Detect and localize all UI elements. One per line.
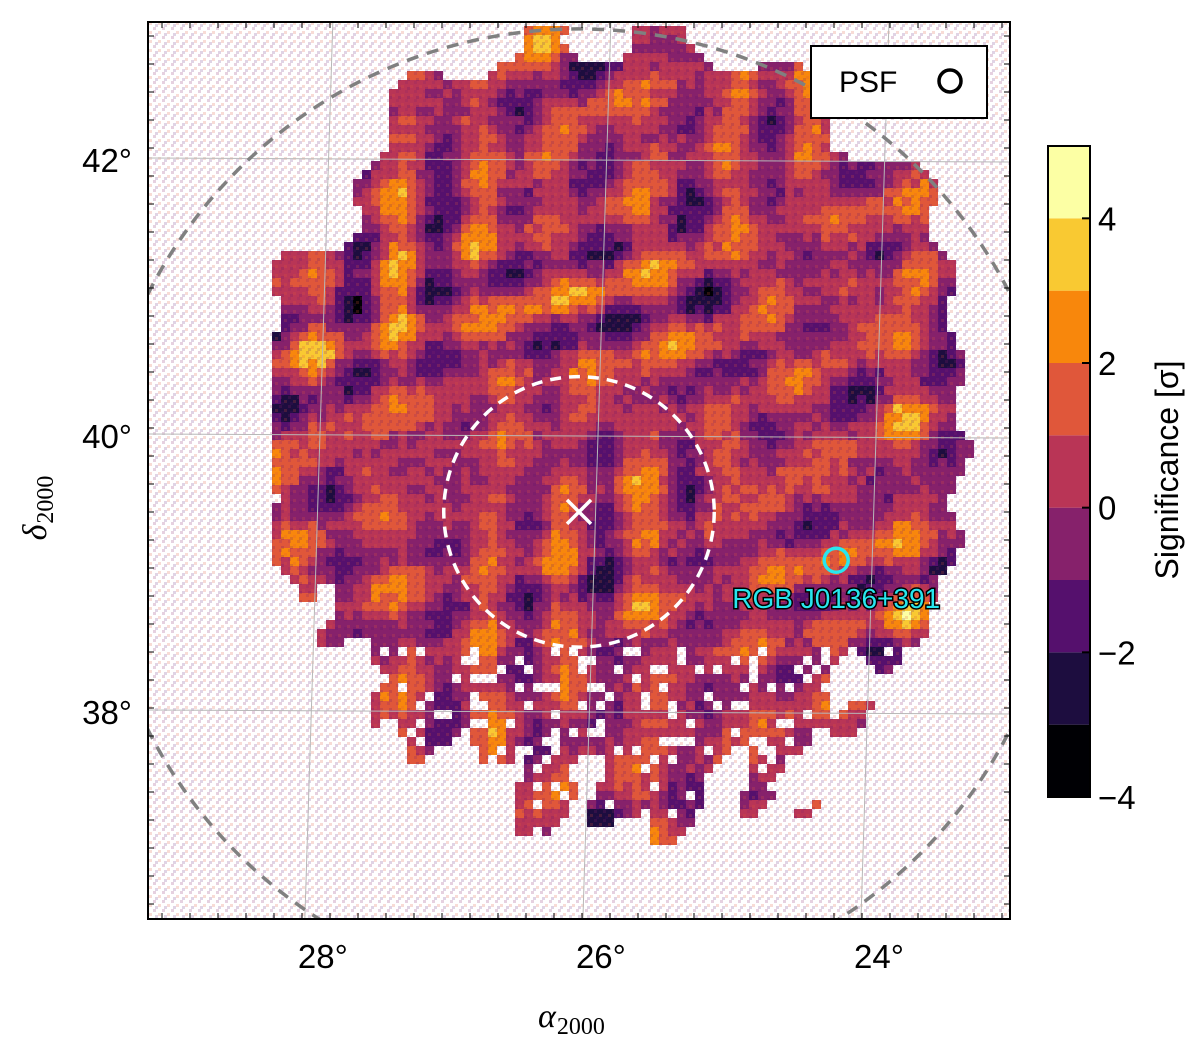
significance-map: [148, 22, 1010, 919]
plot-area: RGB J0136+391 PSF: [147, 21, 1011, 920]
